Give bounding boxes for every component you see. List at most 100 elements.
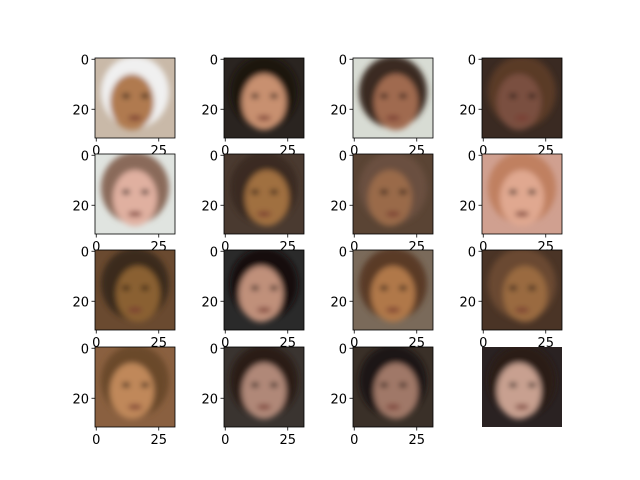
eye bbox=[528, 93, 536, 99]
eye bbox=[399, 382, 407, 388]
face-image bbox=[224, 154, 304, 234]
face bbox=[113, 170, 157, 226]
face-image bbox=[95, 58, 175, 138]
x-tick-label: 0 bbox=[350, 144, 358, 159]
image-content bbox=[101, 250, 169, 322]
mouth bbox=[515, 115, 529, 121]
eye bbox=[509, 189, 517, 195]
x-tick-label: 0 bbox=[350, 336, 358, 351]
face bbox=[242, 74, 286, 130]
face bbox=[116, 266, 160, 322]
face bbox=[371, 266, 415, 322]
axes-frame bbox=[223, 249, 305, 331]
eye bbox=[509, 382, 517, 388]
image-content bbox=[101, 347, 169, 419]
y-tick-label: 0 bbox=[81, 245, 89, 260]
eye bbox=[270, 285, 278, 291]
eye bbox=[380, 189, 388, 195]
y-tick-label: 0 bbox=[81, 149, 89, 164]
face-image bbox=[353, 154, 433, 234]
face bbox=[245, 170, 289, 226]
mouth bbox=[128, 211, 142, 217]
x-tick-label: 25 bbox=[279, 433, 296, 448]
axes-frame bbox=[481, 153, 563, 235]
eye bbox=[122, 285, 130, 291]
x-tick-label: 0 bbox=[221, 336, 229, 351]
y-tick-label: 0 bbox=[339, 53, 347, 68]
face-image bbox=[95, 347, 175, 427]
y-tick-label: 20 bbox=[72, 295, 89, 310]
x-tick-label: 0 bbox=[221, 240, 229, 255]
image-content bbox=[359, 154, 427, 226]
eye bbox=[141, 93, 149, 99]
y-tick-label: 20 bbox=[201, 199, 218, 214]
x-tick-label: 25 bbox=[408, 433, 425, 448]
eye bbox=[141, 382, 149, 388]
mouth bbox=[515, 404, 529, 410]
mouth bbox=[386, 404, 400, 410]
y-tick-label: 0 bbox=[210, 149, 218, 164]
y-tick-label: 20 bbox=[201, 392, 218, 407]
eye bbox=[122, 382, 130, 388]
y-tick-label: 0 bbox=[81, 53, 89, 68]
y-tick-label: 20 bbox=[330, 295, 347, 310]
x-tick-label: 0 bbox=[92, 144, 100, 159]
axes-frame bbox=[481, 249, 563, 331]
axes-frame bbox=[352, 346, 434, 428]
eye bbox=[141, 285, 149, 291]
axes-frame bbox=[481, 57, 563, 139]
image-content bbox=[230, 154, 298, 226]
eye bbox=[122, 189, 130, 195]
face-image bbox=[482, 154, 562, 234]
image-content bbox=[488, 250, 556, 322]
eye bbox=[399, 93, 407, 99]
y-tick-label: 20 bbox=[201, 103, 218, 118]
eye bbox=[509, 285, 517, 291]
image-content bbox=[359, 250, 427, 322]
face bbox=[242, 363, 286, 419]
face-image bbox=[224, 250, 304, 330]
image-content bbox=[230, 58, 298, 130]
mouth bbox=[386, 211, 400, 217]
y-tick-label: 0 bbox=[339, 342, 347, 357]
x-tick-label: 0 bbox=[221, 433, 229, 448]
mouth bbox=[257, 404, 271, 410]
x-tick-label: 0 bbox=[92, 240, 100, 255]
eye bbox=[399, 285, 407, 291]
eye bbox=[380, 382, 388, 388]
y-tick-label: 20 bbox=[330, 103, 347, 118]
mouth bbox=[257, 211, 271, 217]
subplot bbox=[482, 347, 562, 427]
image-content bbox=[230, 347, 298, 419]
y-tick-label: 20 bbox=[330, 392, 347, 407]
face bbox=[374, 74, 418, 130]
mouth bbox=[386, 307, 400, 313]
axes-frame bbox=[223, 57, 305, 139]
y-tick-label: 0 bbox=[468, 149, 476, 164]
face bbox=[500, 170, 544, 226]
mouth bbox=[128, 115, 142, 121]
face bbox=[497, 74, 541, 130]
image-content bbox=[101, 58, 169, 130]
y-tick-label: 0 bbox=[339, 245, 347, 260]
face-image bbox=[353, 58, 433, 138]
y-tick-label: 20 bbox=[72, 103, 89, 118]
image-content bbox=[488, 347, 556, 419]
mouth bbox=[386, 115, 400, 121]
axes-frame bbox=[352, 57, 434, 139]
image-content bbox=[359, 347, 427, 419]
eye bbox=[251, 189, 259, 195]
eye bbox=[141, 189, 149, 195]
face-image bbox=[482, 347, 562, 427]
image-content bbox=[488, 154, 556, 226]
x-tick-label: 0 bbox=[479, 144, 487, 159]
face-image bbox=[353, 347, 433, 427]
